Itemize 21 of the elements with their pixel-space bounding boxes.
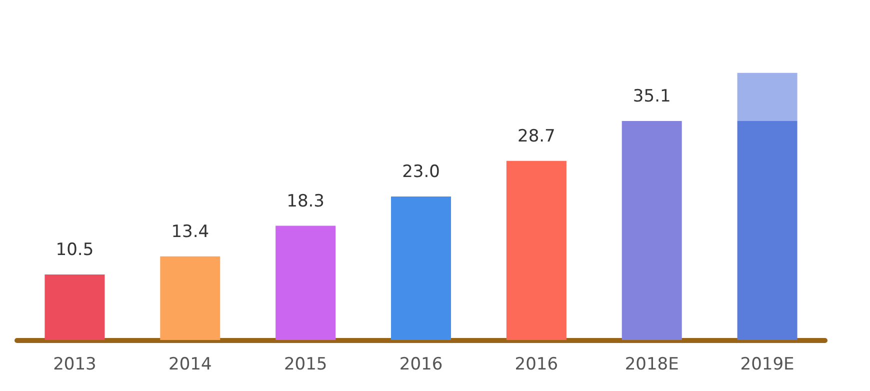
data-label: 23.0	[402, 162, 440, 182]
bar	[506, 160, 566, 340]
x-tick-label: 2019E	[740, 354, 794, 374]
x-tick-label: 2014	[168, 354, 212, 374]
bar	[391, 196, 451, 340]
data-label: 10.5	[56, 240, 94, 260]
data-label: 35.1	[632, 86, 671, 106]
x-tick-label: 2016	[514, 354, 558, 374]
bar	[737, 120, 798, 340]
data-label: 13.4	[171, 222, 210, 242]
data-label: 28.7	[518, 126, 556, 146]
bar	[160, 256, 220, 340]
bar	[622, 120, 682, 340]
x-tick-label: 2015	[284, 354, 328, 374]
x-tick-label: 2018E	[624, 354, 679, 374]
bar	[276, 226, 336, 340]
x-tick-label: 2016	[399, 354, 443, 374]
data-label: 18.3	[286, 191, 324, 212]
bar	[44, 274, 105, 340]
bar	[737, 72, 798, 121]
x-tick-label: 2013	[53, 354, 96, 374]
